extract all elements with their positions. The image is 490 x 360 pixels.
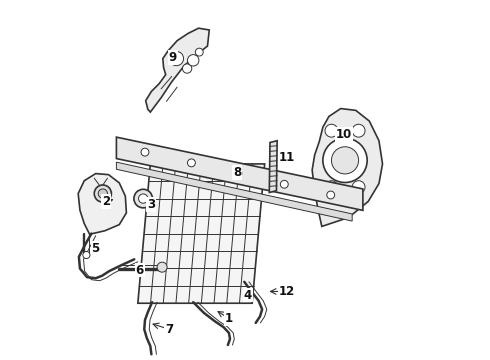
Polygon shape [117, 137, 363, 210]
Polygon shape [312, 109, 383, 226]
Polygon shape [117, 162, 352, 221]
Text: 12: 12 [279, 285, 295, 298]
Circle shape [83, 251, 90, 258]
Polygon shape [138, 164, 265, 303]
Circle shape [157, 262, 167, 272]
Circle shape [234, 170, 242, 177]
Circle shape [141, 148, 149, 156]
Circle shape [169, 51, 184, 66]
Circle shape [94, 185, 111, 202]
Text: 10: 10 [336, 128, 352, 141]
Polygon shape [270, 141, 277, 193]
Polygon shape [338, 192, 352, 196]
Circle shape [196, 48, 203, 56]
Circle shape [134, 189, 152, 208]
Text: 1: 1 [225, 312, 233, 325]
Circle shape [182, 64, 192, 73]
Text: 3: 3 [147, 198, 155, 211]
Circle shape [139, 194, 148, 203]
Circle shape [325, 181, 338, 194]
Circle shape [325, 124, 338, 137]
Circle shape [323, 138, 367, 183]
Circle shape [98, 189, 107, 198]
Text: 9: 9 [169, 51, 177, 64]
Text: 5: 5 [92, 242, 100, 255]
Polygon shape [78, 174, 126, 234]
Circle shape [352, 181, 365, 194]
Circle shape [188, 159, 196, 167]
Circle shape [331, 147, 359, 174]
Circle shape [188, 55, 199, 66]
Text: 7: 7 [165, 323, 173, 336]
Text: 4: 4 [244, 288, 252, 302]
Text: 8: 8 [233, 166, 241, 179]
Circle shape [352, 124, 365, 137]
Text: 11: 11 [279, 151, 295, 165]
Polygon shape [146, 28, 209, 112]
Circle shape [327, 191, 335, 199]
Circle shape [280, 180, 288, 188]
Text: 2: 2 [102, 195, 110, 208]
Text: 6: 6 [136, 264, 144, 276]
